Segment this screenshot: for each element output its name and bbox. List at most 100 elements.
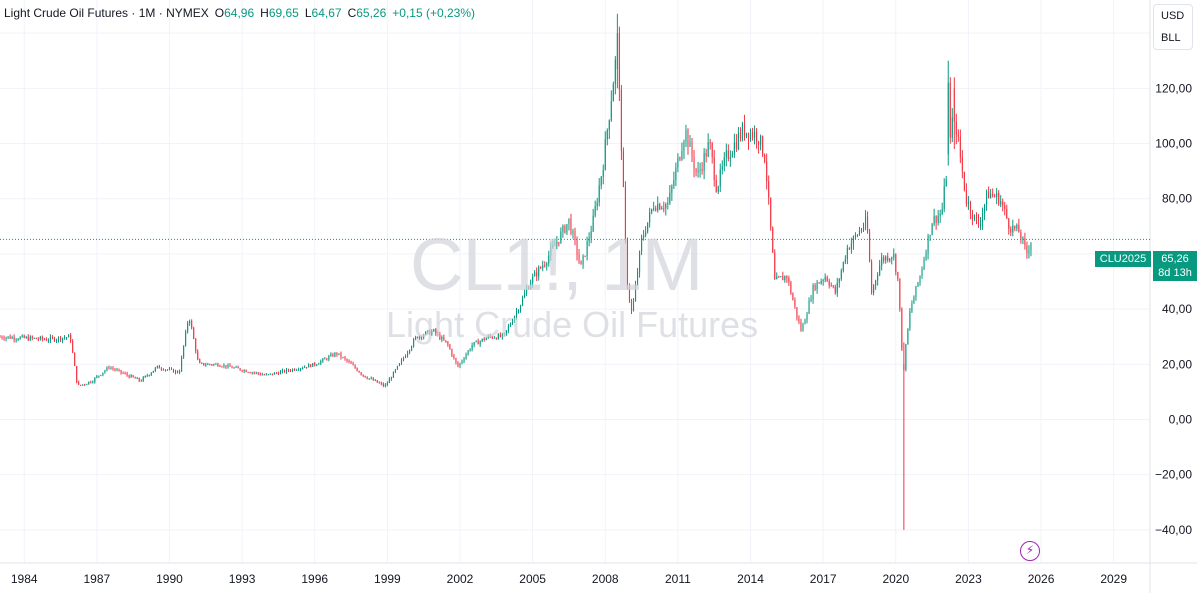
candle-body [51, 336, 54, 338]
candle-body [725, 150, 727, 158]
last-price-value: 65,26 [1161, 253, 1189, 265]
candle-body [667, 203, 669, 205]
candle-body [477, 340, 479, 345]
candle-body [560, 231, 562, 243]
candle-body [606, 129, 608, 140]
candle-body [223, 365, 225, 367]
lightning-icon[interactable]: ⚡ [1020, 541, 1040, 561]
candle-body [447, 341, 449, 345]
x-tick-label: 2017 [810, 572, 837, 586]
candle-body [751, 132, 754, 138]
candle-body [711, 143, 713, 157]
candle-body [1012, 225, 1014, 233]
candle-body [191, 321, 193, 328]
candle-body [1022, 238, 1024, 240]
candle-body [641, 237, 643, 252]
candle-body [689, 141, 691, 147]
candle-body [503, 333, 505, 335]
candle-body [526, 288, 528, 294]
candle-body [921, 268, 923, 277]
candle-body [871, 261, 873, 293]
candle-body [905, 344, 907, 370]
candle-body [126, 373, 128, 376]
candle-body [374, 380, 376, 382]
candle-body [285, 369, 288, 373]
candle-body [834, 286, 836, 294]
candle-body [37, 339, 39, 341]
candle-body [489, 335, 491, 337]
legend-open-value: 64,96 [224, 6, 255, 20]
candle-body [655, 208, 657, 211]
candle-body [758, 141, 760, 145]
candle-body [1016, 224, 1018, 229]
candle-body [794, 300, 796, 308]
candle-body [82, 384, 84, 386]
candle-body [118, 369, 120, 371]
candle-body [352, 363, 354, 366]
candle-body [901, 308, 903, 350]
candle-body [792, 293, 794, 301]
candle-body [532, 276, 534, 283]
candle-body [45, 339, 47, 341]
candle-body [943, 186, 945, 210]
unit-selector[interactable]: USD BLL [1153, 4, 1193, 50]
candle-body [427, 330, 429, 332]
candle-body [671, 186, 673, 193]
candle-body [493, 337, 495, 339]
candle-body [737, 133, 739, 149]
candle-body [844, 259, 846, 263]
watermark-symbol: CL1!, 1M [410, 223, 703, 306]
candle-body [969, 202, 971, 214]
candle-body [259, 373, 261, 375]
candle-body [384, 384, 386, 387]
candle-body [691, 141, 693, 157]
x-tick-label: 2014 [737, 572, 764, 586]
candle-body [802, 324, 804, 331]
unit-label[interactable]: BLL [1161, 32, 1181, 44]
candle-body [86, 384, 88, 386]
candle-body [998, 192, 1000, 205]
candle-body [764, 155, 766, 162]
candle-body [1000, 201, 1002, 205]
candle-body [241, 370, 243, 372]
candle-body [515, 311, 518, 317]
candle-body [415, 336, 417, 340]
candle-body [953, 88, 955, 122]
candle-body [885, 256, 887, 261]
candle-body [219, 365, 221, 367]
candle-body [326, 358, 328, 360]
candle-body [209, 363, 211, 365]
candle-body [826, 277, 828, 282]
candle-body [959, 136, 961, 157]
candle-body [23, 335, 25, 338]
candle-body [467, 350, 469, 355]
candle-body [469, 349, 471, 351]
candle-body [328, 356, 330, 360]
candle-body [745, 132, 748, 137]
candle-body [830, 285, 832, 287]
currency-label[interactable]: USD [1161, 10, 1185, 22]
candle-body [578, 254, 580, 261]
candle-body [530, 282, 532, 289]
candle-body [919, 276, 921, 283]
candle-body [707, 142, 709, 157]
candle-body [1020, 232, 1022, 240]
candle-body [49, 336, 51, 341]
y-tick-label: 120,00 [1155, 81, 1192, 95]
candle-body [949, 82, 951, 138]
candle-body [423, 335, 425, 338]
candle-body [747, 132, 750, 140]
candle-body [400, 359, 403, 364]
x-tick-label: 2020 [882, 572, 909, 586]
legend-high-label: H [260, 6, 269, 20]
candle-body [909, 311, 911, 329]
candle-body [889, 258, 891, 261]
candle-body [534, 272, 536, 277]
candle-body [729, 157, 731, 159]
candle-body [743, 123, 746, 137]
candle-body [612, 84, 614, 102]
candle-body [852, 236, 854, 244]
candle-body [445, 340, 447, 342]
candle-body [370, 378, 372, 380]
